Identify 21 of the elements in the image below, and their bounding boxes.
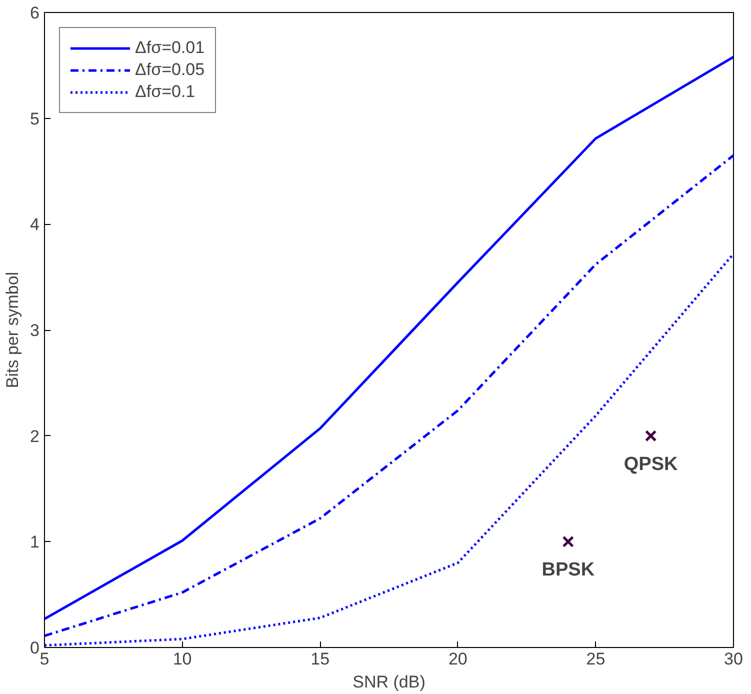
y-tick-label: 5 [30,109,40,128]
legend-label: Δfσ=0.05 [135,60,205,80]
y-tick-label: 3 [30,321,40,340]
legend-label: Δfσ=0.1 [135,82,196,102]
y-tick-label: 2 [30,426,40,446]
annotation: BPSK [542,560,595,581]
legend-label: Δfσ=0.01 [135,38,205,58]
x-tick-label: 20 [448,650,468,668]
x-tick-label: 30 [724,650,743,668]
y-tick-label: 1 [30,532,40,552]
y-axis-title: Bits per symbol [3,272,22,388]
x-tick-label: 25 [586,650,606,668]
x-tick-label: 15 [310,650,330,668]
y-tick-label: 6 [30,4,40,22]
annotation: QPSK [624,454,678,475]
y-tick-label: 4 [30,215,40,234]
x-axis-title: SNR (dB) [352,672,426,692]
y-tick-label: 0 [30,638,40,658]
line-series [44,56,734,620]
x-tick-label: 10 [172,650,192,668]
line-series [44,154,734,638]
